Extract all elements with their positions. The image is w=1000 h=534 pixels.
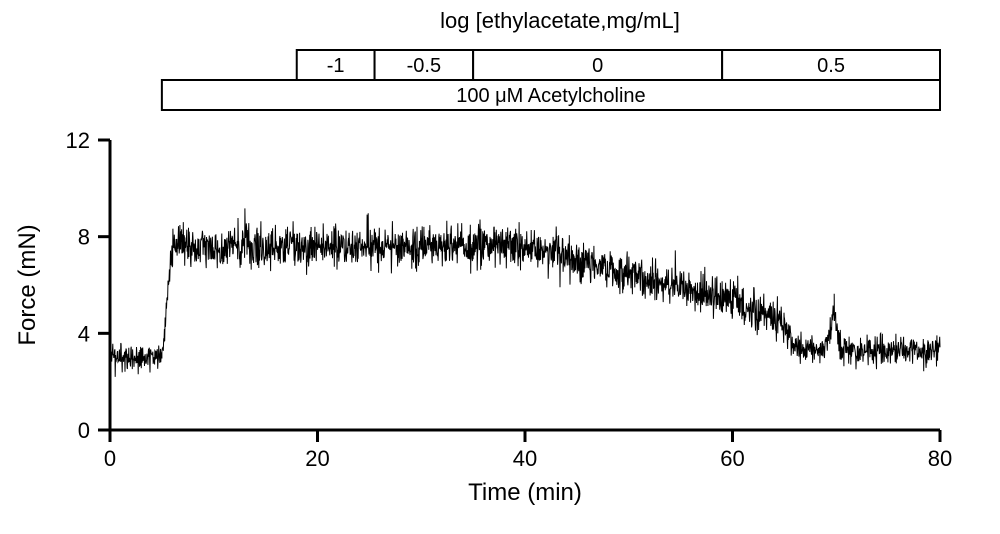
y-axis-label: Force (mN) (14, 224, 41, 345)
dose-box-label: -1 (327, 55, 345, 77)
y-tick-label: 8 (78, 225, 90, 250)
dose-boxes: -1 -0.5 0 0.5 (297, 50, 940, 80)
acetylcholine-box: 100 μM Acetylcholine (162, 80, 940, 110)
x-tick-label: 0 (104, 446, 116, 471)
dose-box-label: 0.5 (817, 55, 845, 77)
dose-box-label: -0.5 (407, 55, 441, 77)
x-ticks: 0 20 40 60 80 (104, 430, 952, 471)
acetylcholine-label: 100 μM Acetylcholine (456, 85, 645, 107)
x-tick-label: 80 (928, 446, 952, 471)
dose-box-label: 0 (592, 55, 603, 77)
x-tick-label: 40 (513, 446, 537, 471)
x-axis-label: Time (min) (468, 479, 582, 506)
x-tick-label: 60 (720, 446, 744, 471)
y-tick-label: 0 (78, 418, 90, 443)
y-tick-label: 12 (66, 128, 90, 153)
y-ticks: 0 4 8 12 (66, 128, 110, 443)
top-title: log [ethylacetate,mg/mL] (440, 8, 680, 33)
force-trace (110, 208, 940, 377)
x-tick-label: 20 (305, 446, 329, 471)
y-tick-label: 4 (78, 321, 90, 346)
axes: 0 20 40 60 80 0 4 8 12 Time (min) Force (mN) (14, 128, 952, 506)
